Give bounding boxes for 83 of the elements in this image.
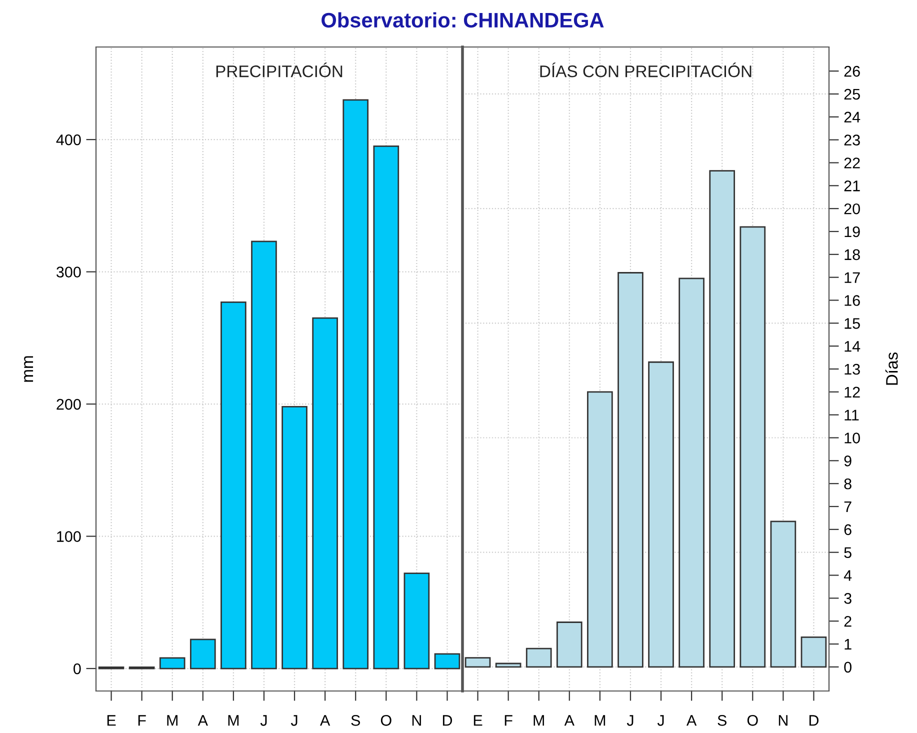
x-tick-label: J xyxy=(657,715,664,726)
x-tick-label: A xyxy=(320,715,330,726)
bar xyxy=(556,622,582,668)
y2-tick-label: 20 xyxy=(844,203,860,214)
annotation: PRECIPITACIÓN xyxy=(216,62,342,78)
x-tick-label: A xyxy=(686,715,697,726)
annotation: DÍAS CON PRECIPITACIÓN xyxy=(540,62,752,78)
y2-tick-label: 21 xyxy=(844,180,860,192)
y2-tick-label: 2 xyxy=(844,616,852,627)
bar xyxy=(678,278,704,668)
x-tick-label: J xyxy=(626,715,634,726)
y2-tick-label: 4 xyxy=(844,570,852,581)
y2-tick-label: 23 xyxy=(844,134,860,146)
x-tick-label: D xyxy=(442,715,452,726)
x-tick-label: M xyxy=(594,715,606,726)
bar xyxy=(587,391,613,668)
bar xyxy=(404,572,430,670)
y2-tick-label: 11 xyxy=(844,410,859,420)
bar xyxy=(434,653,460,670)
bar xyxy=(464,657,491,668)
y2-tick-label: 14 xyxy=(844,341,860,352)
bar xyxy=(709,170,736,668)
y2-tick-label: 17 xyxy=(844,272,860,283)
x-tick-label: F xyxy=(138,715,146,726)
x-tick-label: N xyxy=(412,715,421,726)
y-tick-label: 300 xyxy=(56,266,81,278)
y2-tick-label: 1 xyxy=(844,639,852,650)
bar xyxy=(282,406,308,670)
bar xyxy=(159,657,186,670)
bar xyxy=(648,361,674,668)
y-tick-label: 0 xyxy=(74,663,81,674)
x-tick-label: M xyxy=(534,715,544,726)
x-tick-label: S xyxy=(351,715,360,726)
y2-tick-label: 26 xyxy=(844,66,860,77)
y2-tick-label: 13 xyxy=(844,364,860,375)
bar xyxy=(740,226,766,668)
bar xyxy=(312,317,338,670)
bar xyxy=(190,638,216,670)
x-tick-label: A xyxy=(564,715,574,726)
y2-tick-label: 3 xyxy=(844,593,852,604)
x-tick-label: S xyxy=(718,715,726,726)
y2-tick-label: 12 xyxy=(844,386,860,398)
bar xyxy=(220,302,246,670)
y2-tick-label: 24 xyxy=(844,112,860,122)
y2-tick-label: 6 xyxy=(844,524,852,536)
y2-tick-label: 15 xyxy=(844,318,860,329)
y2-tick-label: 0 xyxy=(844,662,852,673)
bar xyxy=(770,520,796,668)
y2-tick-label: 25 xyxy=(844,88,860,100)
bar xyxy=(526,648,552,668)
x-tick-label: N xyxy=(778,715,788,726)
x-tick-label: J xyxy=(290,715,298,726)
x-tick-label: J xyxy=(260,715,267,726)
y2-tick-label: 8 xyxy=(844,478,852,490)
y2-tick-label: 10 xyxy=(844,432,860,444)
x-tick-label: A xyxy=(198,715,208,726)
y-tick-label: 400 xyxy=(56,134,81,146)
chart-title: Observatorio: CHINANDEGA xyxy=(322,12,604,28)
y-axis-title: mm xyxy=(24,356,34,382)
bar xyxy=(342,99,369,670)
y-tick-label: 100 xyxy=(57,531,81,542)
y2-tick-label: 7 xyxy=(844,502,852,512)
y2-tick-label: 22 xyxy=(844,158,860,168)
bar xyxy=(495,662,522,668)
x-tick-label: E xyxy=(107,715,116,726)
y-tick-label: 200 xyxy=(56,398,81,410)
bar xyxy=(251,240,277,670)
x-tick-label: E xyxy=(474,715,482,726)
bar xyxy=(373,145,400,670)
x-tick-label: F xyxy=(504,715,512,726)
x-tick-label: D xyxy=(809,715,819,726)
x-tick-label: M xyxy=(167,715,178,726)
y2-tick-label: 9 xyxy=(844,456,852,466)
y2-tick-label: 18 xyxy=(844,249,860,260)
bar xyxy=(800,636,827,668)
y2-tick-label: 16 xyxy=(844,295,860,306)
x-tick-label: O xyxy=(747,715,758,726)
x-tick-label: M xyxy=(228,715,239,726)
x-tick-label: O xyxy=(380,715,392,726)
y2-tick-label: 5 xyxy=(844,547,852,558)
y2-axis-title: Días xyxy=(885,352,898,385)
y2-tick-label: 19 xyxy=(844,226,860,238)
bar xyxy=(618,272,644,668)
